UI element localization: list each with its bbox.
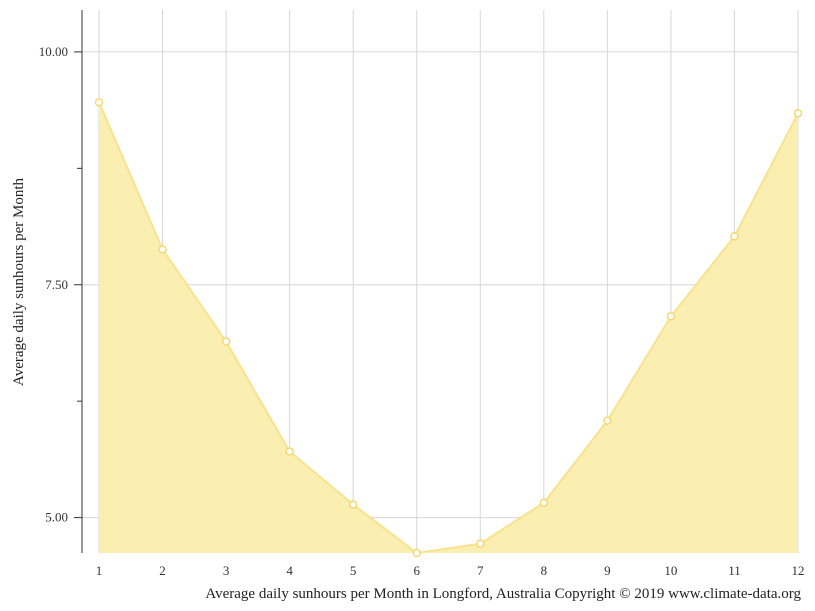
y-tick-label-10.00: 10.00 — [39, 44, 68, 59]
data-point-month-8 — [539, 498, 549, 507]
data-point-month-6 — [412, 548, 421, 558]
y-tick-label-7.50: 7.50 — [45, 277, 68, 292]
x-tick-label-1: 1 — [96, 563, 103, 578]
x-tick-label-10: 10 — [664, 563, 677, 578]
x-tick-label-4: 4 — [286, 563, 293, 578]
data-point-month-10 — [666, 312, 676, 321]
data-point-month-9 — [603, 416, 612, 425]
y-tick-label-5.00: 5.00 — [45, 510, 68, 525]
sunhours-series-line — [98, 101, 799, 555]
x-tick-label-7: 7 — [477, 563, 484, 578]
marker-layer — [94, 97, 803, 558]
x-axis-title: Average daily sunhours per Month in Long… — [205, 586, 801, 602]
data-point-month-1 — [94, 97, 104, 107]
x-tick-label-9: 9 — [604, 563, 611, 578]
data-point-month-2 — [158, 245, 167, 254]
x-tick-label-6: 6 — [413, 563, 420, 578]
axis-layer — [74, 10, 83, 553]
area-layer — [98, 101, 799, 555]
y-axis-title: Average daily sunhours per Month — [11, 178, 27, 387]
data-point-month-3 — [221, 337, 231, 346]
data-point-month-7 — [476, 539, 485, 548]
x-tick-label-3: 3 — [223, 563, 230, 578]
x-tick-label-8: 8 — [541, 563, 548, 578]
data-point-month-4 — [285, 447, 294, 456]
x-tick-label-12: 12 — [792, 563, 805, 578]
data-point-month-11 — [730, 232, 739, 241]
x-tick-label-11: 11 — [728, 563, 741, 578]
sunhours-area-fill — [99, 102, 798, 553]
x-tick-label-2: 2 — [159, 563, 166, 578]
data-point-month-5 — [348, 500, 358, 509]
x-tick-label-5: 5 — [350, 563, 357, 578]
data-point-month-12 — [793, 109, 803, 118]
